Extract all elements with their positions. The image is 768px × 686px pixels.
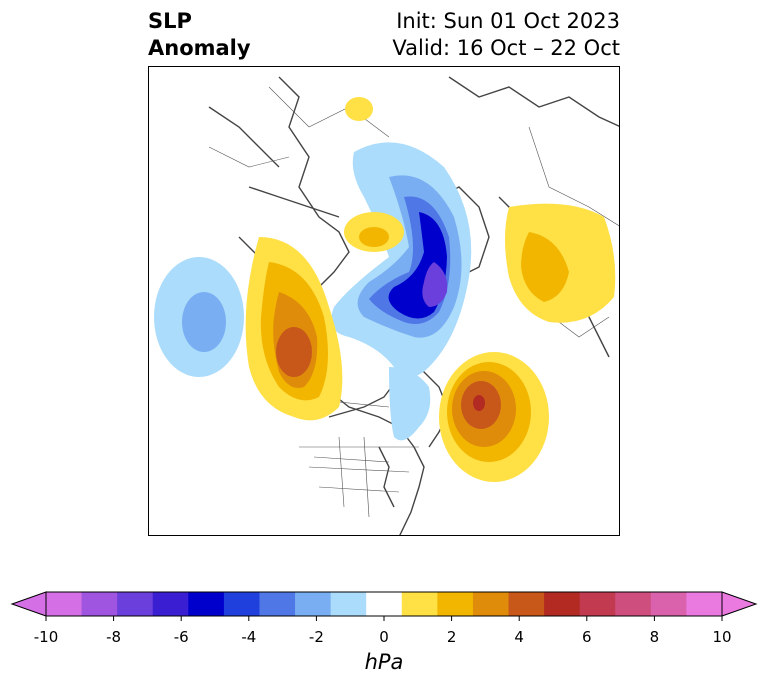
arctic-ocean-high-2 bbox=[345, 97, 373, 121]
map-panel bbox=[148, 66, 620, 536]
colorbar-segment bbox=[437, 592, 474, 616]
init-date: Init: Sun 01 Oct 2023 bbox=[396, 9, 620, 33]
positive-anomalies bbox=[245, 97, 616, 482]
colorbar-segment bbox=[117, 592, 154, 616]
colorbar-segment bbox=[401, 592, 438, 616]
hudson-low-2 bbox=[389, 367, 431, 441]
atlantic-high-8 bbox=[473, 395, 485, 411]
colorbar-tick-label: 2 bbox=[446, 628, 457, 646]
colorbar-segment bbox=[650, 592, 687, 616]
colorbar-tick-label: 4 bbox=[514, 628, 524, 646]
colorbar-segment bbox=[259, 592, 296, 616]
arctic-low-8 bbox=[422, 262, 448, 307]
colorbar-segment bbox=[544, 592, 581, 616]
colorbar-tick-label: 8 bbox=[649, 628, 660, 646]
europe-high-4 bbox=[521, 232, 569, 302]
colorbar-segment bbox=[188, 592, 225, 616]
colorbar-segment bbox=[686, 592, 723, 616]
pacific-high-6 bbox=[276, 327, 312, 377]
colorbar-tick-label: 10 bbox=[712, 628, 732, 646]
colorbar-segment bbox=[81, 592, 118, 616]
negative-anomalies bbox=[154, 142, 472, 441]
colorbar-tick-label: 0 bbox=[379, 628, 389, 646]
colorbar-tick-label: -10 bbox=[33, 628, 59, 646]
colorbar-extend-left bbox=[10, 591, 47, 617]
colorbar-segment bbox=[152, 592, 189, 616]
colorbar-segment bbox=[615, 592, 652, 616]
colorbar-tick-label: -2 bbox=[308, 628, 324, 646]
colorbar-segment bbox=[579, 592, 616, 616]
colorbar-segment bbox=[46, 592, 83, 616]
colorbar-tick-label: -4 bbox=[241, 628, 257, 646]
title-left: SLP Anomaly bbox=[148, 8, 251, 62]
title-line-slp: SLP bbox=[148, 9, 192, 33]
colorbar-segment bbox=[330, 592, 367, 616]
colorbar-tick-label: -6 bbox=[173, 628, 189, 646]
colorbar-segment bbox=[366, 592, 403, 616]
title-line-anomaly: Anomaly bbox=[148, 36, 251, 60]
colorbar bbox=[10, 591, 758, 621]
pacific-low-4 bbox=[182, 292, 226, 352]
valid-range: Valid: 16 Oct – 22 Oct bbox=[392, 36, 620, 60]
colorbar-tick-label: -8 bbox=[106, 628, 122, 646]
colorbar-extend-right bbox=[721, 591, 758, 617]
colorbar-segment bbox=[295, 592, 332, 616]
colorbar-segment bbox=[472, 592, 510, 616]
colorbar-segment bbox=[508, 592, 545, 616]
anomaly-map bbox=[154, 76, 619, 535]
title-right: Init: Sun 01 Oct 2023 Valid: 16 Oct – 22… bbox=[392, 8, 620, 62]
colorbar-units: hPa bbox=[364, 650, 404, 674]
siberia-high-3 bbox=[359, 227, 389, 247]
colorbar-segment bbox=[223, 592, 260, 616]
colorbar-tick-label: 6 bbox=[582, 628, 592, 646]
